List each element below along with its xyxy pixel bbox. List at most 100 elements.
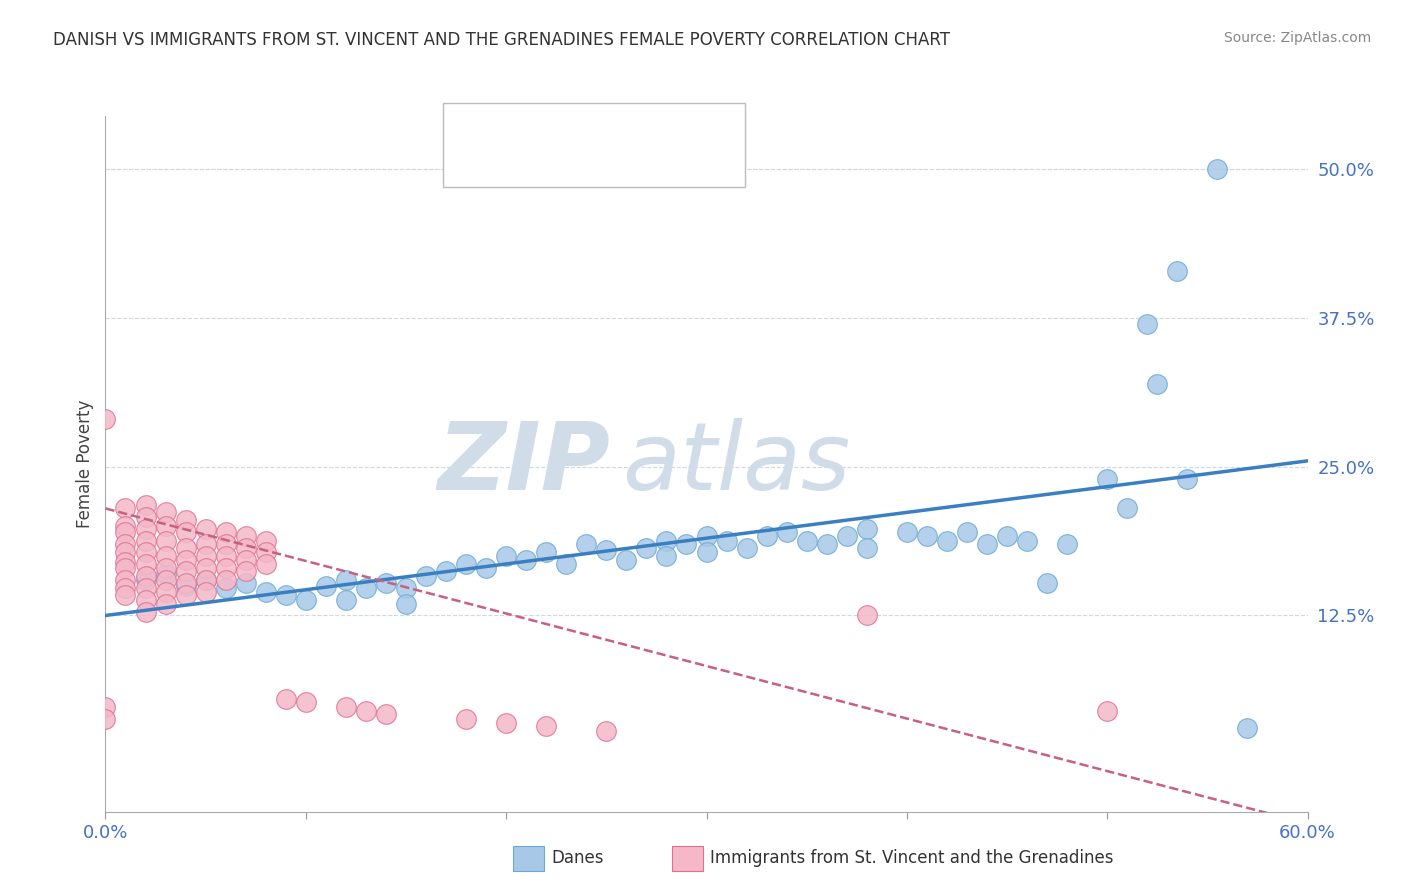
Point bbox=[94, 412, 117, 426]
Point bbox=[174, 552, 197, 566]
Point bbox=[174, 588, 197, 602]
Point bbox=[295, 593, 318, 607]
Point bbox=[114, 545, 136, 559]
Point bbox=[1056, 537, 1078, 551]
Bar bbox=[457, 114, 485, 141]
Point bbox=[214, 573, 236, 587]
Point bbox=[534, 545, 557, 559]
Point bbox=[696, 545, 718, 559]
Point bbox=[555, 558, 578, 572]
Point bbox=[655, 549, 678, 563]
Point bbox=[655, 533, 678, 548]
Point bbox=[855, 541, 877, 555]
Point bbox=[114, 501, 136, 516]
Point bbox=[855, 608, 877, 623]
Point bbox=[454, 558, 477, 572]
Bar bbox=[457, 151, 485, 178]
Point bbox=[235, 541, 257, 555]
Point bbox=[135, 573, 157, 587]
Point bbox=[595, 723, 617, 738]
Point bbox=[235, 529, 257, 543]
Point bbox=[956, 525, 979, 540]
Point bbox=[675, 537, 697, 551]
Point bbox=[616, 552, 638, 566]
Point bbox=[515, 552, 537, 566]
Point bbox=[776, 525, 799, 540]
Point bbox=[454, 712, 477, 726]
Point bbox=[796, 533, 818, 548]
Point bbox=[1146, 376, 1168, 391]
Point bbox=[855, 522, 877, 536]
Point bbox=[214, 525, 236, 540]
Point bbox=[1017, 533, 1039, 548]
Point bbox=[235, 565, 257, 579]
Text: atlas: atlas bbox=[623, 418, 851, 509]
Point bbox=[235, 552, 257, 566]
Point bbox=[135, 522, 157, 536]
Point bbox=[1097, 704, 1119, 718]
Point bbox=[155, 519, 177, 533]
Text: Source: ZipAtlas.com: Source: ZipAtlas.com bbox=[1223, 31, 1371, 45]
Point bbox=[114, 537, 136, 551]
Point bbox=[174, 579, 197, 593]
Point bbox=[194, 549, 217, 563]
Point bbox=[434, 565, 457, 579]
Point bbox=[194, 584, 217, 599]
Point bbox=[896, 525, 918, 540]
Point bbox=[174, 525, 197, 540]
Point bbox=[114, 573, 136, 587]
Point bbox=[114, 581, 136, 595]
Point bbox=[976, 537, 998, 551]
Point bbox=[995, 529, 1018, 543]
Point bbox=[94, 700, 117, 714]
Point bbox=[155, 549, 177, 563]
Point bbox=[696, 529, 718, 543]
Point bbox=[114, 555, 136, 569]
Point bbox=[274, 691, 297, 706]
Point bbox=[575, 537, 598, 551]
Point bbox=[155, 566, 177, 581]
Point bbox=[135, 498, 157, 512]
Point bbox=[374, 576, 398, 591]
Point bbox=[1177, 472, 1199, 486]
Text: DANISH VS IMMIGRANTS FROM ST. VINCENT AND THE GRENADINES FEMALE POVERTY CORRELAT: DANISH VS IMMIGRANTS FROM ST. VINCENT AN… bbox=[53, 31, 950, 49]
Point bbox=[415, 569, 437, 583]
Point bbox=[135, 569, 157, 583]
Point bbox=[214, 581, 236, 595]
Point bbox=[155, 505, 177, 519]
Point bbox=[354, 704, 377, 718]
Text: -0.207: -0.207 bbox=[541, 155, 606, 173]
Point bbox=[214, 549, 236, 563]
Point bbox=[155, 584, 177, 599]
Point bbox=[915, 529, 938, 543]
Point bbox=[254, 533, 277, 548]
Point bbox=[1136, 317, 1159, 331]
Point bbox=[395, 581, 418, 595]
Text: R =: R = bbox=[494, 155, 533, 173]
Point bbox=[1166, 263, 1188, 277]
Point bbox=[194, 522, 217, 536]
Point bbox=[174, 565, 197, 579]
Point bbox=[835, 529, 858, 543]
Point bbox=[716, 533, 738, 548]
Point bbox=[254, 545, 277, 559]
Point bbox=[1236, 722, 1258, 736]
Point bbox=[254, 558, 277, 572]
Text: 0.432: 0.432 bbox=[541, 119, 605, 136]
Point bbox=[174, 541, 197, 555]
Point bbox=[155, 597, 177, 611]
Point bbox=[534, 719, 557, 733]
Point bbox=[114, 588, 136, 602]
Point bbox=[354, 581, 377, 595]
Point bbox=[114, 525, 136, 540]
Y-axis label: Female Poverty: Female Poverty bbox=[76, 400, 94, 528]
Text: N = 64: N = 64 bbox=[623, 119, 690, 136]
Point bbox=[395, 597, 418, 611]
Text: Immigrants from St. Vincent and the Grenadines: Immigrants from St. Vincent and the Gren… bbox=[710, 849, 1114, 867]
Point bbox=[135, 558, 157, 572]
Point bbox=[1036, 576, 1059, 591]
Point bbox=[335, 593, 357, 607]
Point bbox=[755, 529, 778, 543]
Point bbox=[194, 561, 217, 575]
Point bbox=[936, 533, 959, 548]
